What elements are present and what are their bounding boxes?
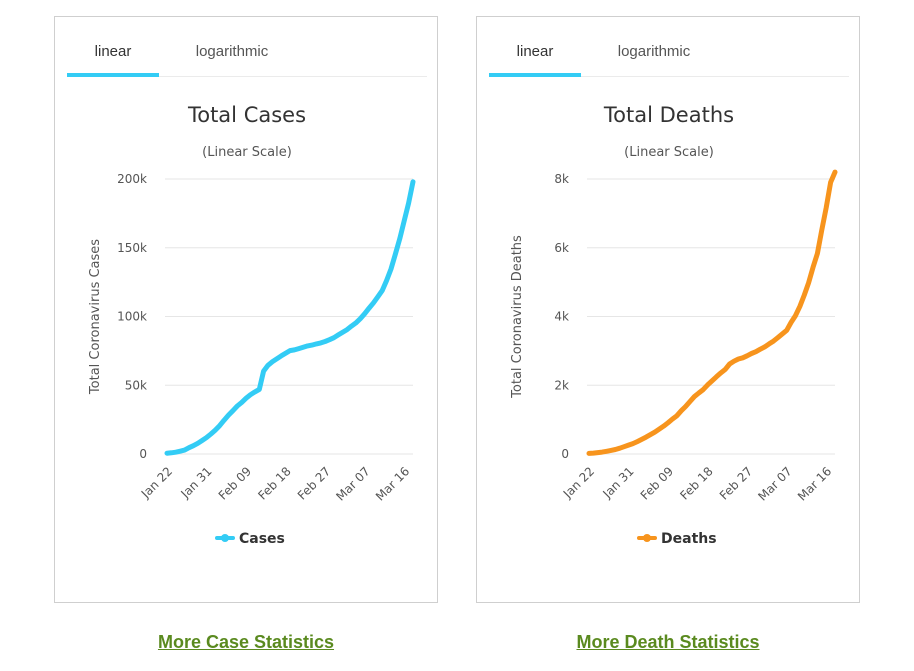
y-axis-title: Total Coronavirus Cases <box>88 239 103 395</box>
y-axis-title: Total Coronavirus Deaths <box>510 235 525 399</box>
x-tick-label: Mar 07 <box>333 464 372 503</box>
y-tick-label: 8k <box>554 172 569 186</box>
cases-chart-panel: linear logarithmic Total Cases (Linear Sc… <box>54 16 438 603</box>
active-tab-indicator <box>67 73 159 77</box>
tab-logarithmic[interactable]: logarithmic <box>617 43 691 60</box>
x-tick-label: Feb 09 <box>638 464 676 502</box>
series-line-deaths <box>586 169 838 456</box>
tab-linear[interactable]: linear <box>516 43 554 60</box>
series-line-cases <box>164 179 416 456</box>
chart-title: Total Cases <box>187 103 306 127</box>
x-tick-label: Feb 09 <box>216 464 254 502</box>
y-tick-label: 100k <box>117 310 147 324</box>
y-tick-label: 0 <box>561 447 569 461</box>
scale-tabs: linear logarithmic <box>67 17 427 77</box>
y-tick-label: 4k <box>554 310 569 324</box>
legend-swatch-marker <box>221 534 229 542</box>
y-tick-label: 50k <box>125 378 147 392</box>
cases-chart: Total Cases (Linear Scale) 0 50k 100k 150k 200… <box>88 103 416 547</box>
x-tick-label: Feb 18 <box>677 464 715 502</box>
active-tab-indicator <box>489 73 581 77</box>
more-case-statistics-link[interactable]: More Case Statistics <box>157 632 335 652</box>
y-tick-label: 150k <box>117 241 147 255</box>
y-tick-label: 6k <box>554 241 569 255</box>
x-tick-label: Mar 16 <box>795 464 834 503</box>
x-tick-label: Mar 16 <box>373 464 412 503</box>
tab-linear[interactable]: linear <box>94 43 132 60</box>
deaths-chart-panel: linear logarithmic Total Deaths (Linear S… <box>476 16 860 603</box>
deaths-chart: Total Deaths (Linear Scale) 0 2k 4k 6k 8k Total… <box>510 103 838 547</box>
legend-label: Deaths <box>661 531 717 547</box>
x-tick-label: Mar 07 <box>755 464 794 503</box>
x-tick-label: Feb 18 <box>255 464 293 502</box>
x-tick-label: Feb 27 <box>295 464 333 502</box>
x-tick-label: Feb 27 <box>717 464 755 502</box>
scale-tabs: linear logarithmic <box>489 17 849 77</box>
tab-logarithmic[interactable]: logarithmic <box>195 43 269 60</box>
chart-subtitle: (Linear Scale) <box>202 145 292 160</box>
y-tick-label: 2k <box>554 378 569 392</box>
x-tick-label: Jan 22 <box>560 464 597 501</box>
chart-subtitle: (Linear Scale) <box>624 145 714 160</box>
x-tick-label: Jan 31 <box>177 464 214 501</box>
legend-swatch-marker <box>643 534 651 542</box>
y-tick-label: 200k <box>117 172 147 186</box>
more-death-statistics-link[interactable]: More Death Statistics <box>576 632 760 652</box>
y-tick-label: 0 <box>139 447 147 461</box>
x-tick-label: Jan 22 <box>138 464 175 501</box>
legend-label: Cases <box>239 531 285 547</box>
chart-title: Total Deaths <box>603 103 734 127</box>
x-tick-label: Jan 31 <box>599 464 636 501</box>
